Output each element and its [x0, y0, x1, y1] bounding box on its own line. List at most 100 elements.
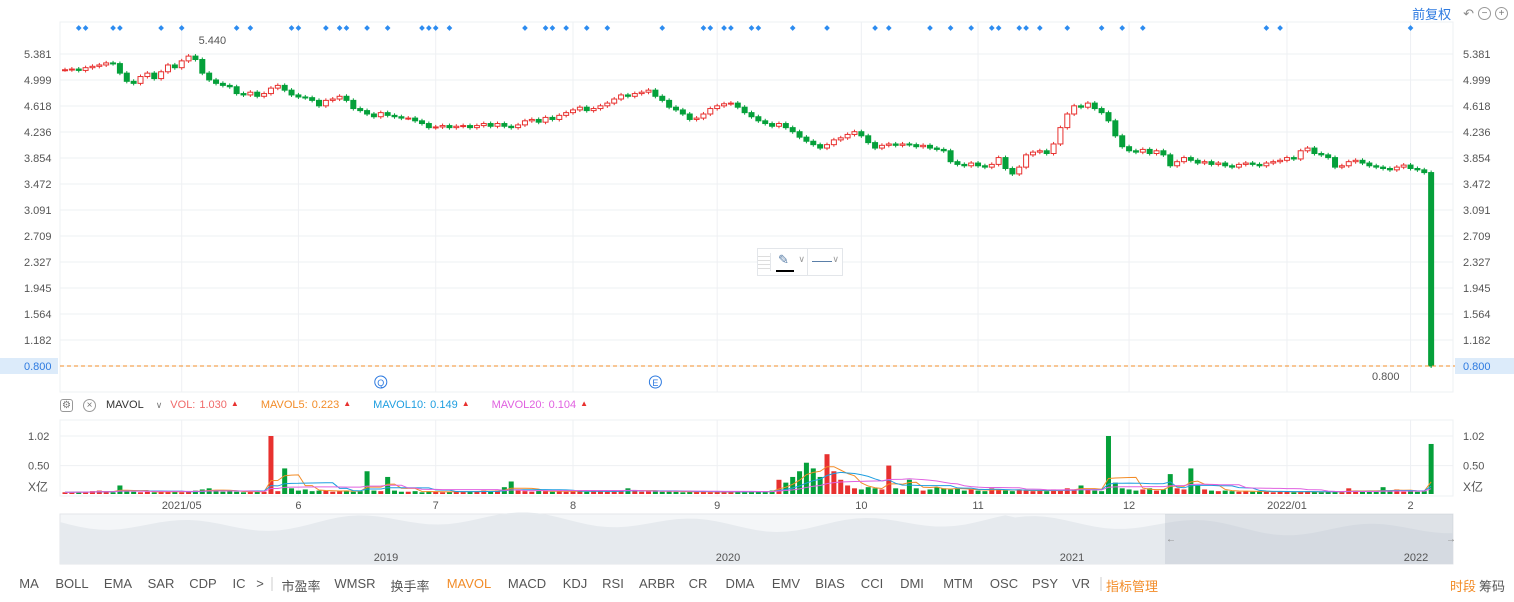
candle — [693, 117, 700, 120]
candle — [1167, 154, 1174, 167]
volume-bar — [405, 491, 411, 494]
tab-ARBR[interactable]: ARBR — [638, 576, 676, 591]
candle — [714, 105, 721, 110]
tab-EMV[interactable]: EMV — [771, 576, 801, 591]
candle — [535, 118, 542, 123]
pen-color-button[interactable]: ✎ ∨ — [771, 249, 808, 275]
candle — [1256, 163, 1263, 167]
candle — [151, 72, 158, 80]
volume-bar — [1359, 491, 1365, 494]
tab-DMI[interactable]: DMI — [900, 576, 924, 591]
tab-MA[interactable]: MA — [19, 576, 39, 591]
price-tick-label: 3.854 — [1463, 153, 1491, 165]
volume-bar — [131, 491, 137, 494]
tab-DMA[interactable]: DMA — [725, 576, 755, 591]
volume-bar — [659, 491, 665, 494]
drag-handle-icon[interactable] — [758, 253, 771, 271]
volume-bar — [515, 490, 521, 494]
candle — [185, 55, 192, 62]
tab-VR[interactable]: VR — [1071, 576, 1091, 591]
tab-IC[interactable]: IC — [232, 576, 246, 591]
zoom-out-icon[interactable]: − — [1478, 7, 1491, 20]
volume-bar — [316, 490, 322, 494]
tab-MAVOL[interactable]: MAVOL — [446, 576, 492, 591]
candle — [343, 95, 350, 101]
chevron-right-icon[interactable]: > — [256, 576, 264, 591]
candle — [1222, 162, 1229, 167]
tab-换手率[interactable]: 换手率 — [390, 579, 430, 594]
signal-marker — [1016, 25, 1023, 31]
volume-bar — [1023, 490, 1029, 494]
tab-MACD[interactable]: MACD — [507, 576, 547, 591]
navigator-left-handle[interactable]: ← — [1166, 534, 1176, 545]
volume-bar — [858, 489, 864, 494]
volume-bar — [240, 492, 246, 494]
tab-EMA[interactable]: EMA — [103, 576, 133, 591]
volume-bar — [1119, 488, 1125, 494]
candle — [384, 112, 391, 116]
candle — [515, 124, 522, 129]
candle — [1057, 127, 1064, 145]
volume-bar — [172, 491, 178, 494]
tab-WMSR[interactable]: WMSR — [334, 576, 376, 591]
volume-bar — [1305, 491, 1311, 494]
tab-BOLL[interactable]: BOLL — [55, 576, 89, 591]
chevron-down-icon: ∨ — [798, 254, 805, 264]
candle — [123, 72, 130, 82]
tab-PSY[interactable]: PSY — [1031, 576, 1059, 591]
candle — [1421, 169, 1428, 174]
volume-bar — [982, 491, 988, 494]
candle — [1078, 105, 1085, 108]
tab-MTM[interactable]: MTM — [943, 576, 973, 591]
tab-BIAS[interactable]: BIAS — [815, 576, 845, 591]
candle — [1380, 166, 1387, 169]
chevron-down-icon[interactable]: ∨ — [155, 399, 163, 410]
volume-bar — [893, 488, 899, 494]
volume-bar — [783, 482, 789, 494]
zoom-in-icon[interactable]: + — [1495, 7, 1508, 20]
line-style-button[interactable]: ∨ — [808, 249, 842, 275]
adjust-mode-button[interactable]: 前复权 — [1412, 7, 1452, 22]
settings-icon[interactable]: ⚙ — [60, 398, 73, 412]
tab-时段[interactable]: 时段 — [1449, 579, 1477, 594]
candle — [1325, 154, 1332, 159]
close-icon[interactable]: × — [83, 398, 96, 412]
indicator-select[interactable]: MAVOL — [106, 399, 144, 411]
tab-RSI[interactable]: RSI — [602, 576, 624, 591]
volume-bar — [1414, 491, 1420, 494]
tab-CR[interactable]: CR — [688, 576, 708, 591]
tab-SAR[interactable]: SAR — [147, 576, 175, 591]
volume-bar — [1140, 489, 1146, 494]
candle — [418, 120, 425, 125]
candle — [748, 112, 755, 118]
up-arrow-icon: ▲ — [230, 399, 239, 408]
tab-市盈率[interactable]: 市盈率 — [281, 579, 321, 594]
candle — [1283, 157, 1290, 161]
candle — [1414, 167, 1421, 171]
undo-icon[interactable]: ↶ — [1463, 5, 1474, 21]
volume-unit-label: X亿 — [28, 479, 48, 494]
tab-OSC[interactable]: OSC — [989, 576, 1019, 591]
candle — [364, 110, 371, 115]
tab-KDJ[interactable]: KDJ — [562, 576, 588, 591]
candle — [199, 59, 206, 74]
navigator-selection[interactable] — [1165, 514, 1453, 564]
tab-CCI[interactable]: CCI — [860, 576, 884, 591]
tab-指标管理[interactable]: 指标管理 — [1105, 579, 1159, 594]
candle — [638, 91, 645, 95]
volume-bar — [1202, 489, 1208, 494]
volume-bar — [323, 490, 329, 494]
price-tick-label: 2.327 — [24, 257, 52, 269]
tab-CDP[interactable]: CDP — [189, 576, 217, 591]
signal-marker — [446, 25, 453, 31]
candle — [837, 137, 844, 141]
signal-marker — [1407, 25, 1414, 31]
volume-bar — [1325, 491, 1331, 494]
volume-bar — [440, 492, 446, 494]
candle — [487, 123, 494, 127]
navigator-right-handle[interactable]: → — [1446, 534, 1456, 545]
signal-marker — [927, 25, 933, 31]
tab-筹码[interactable]: 筹码 — [1478, 579, 1506, 594]
volume-bar — [1030, 491, 1036, 494]
